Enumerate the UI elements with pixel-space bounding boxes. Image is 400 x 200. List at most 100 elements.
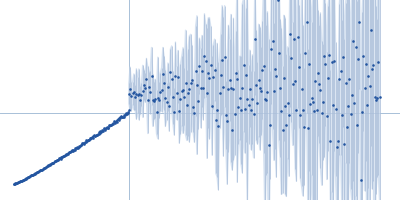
Point [45,164,52,167]
Point [136,93,142,96]
Point [339,113,345,116]
Point [234,78,240,81]
Point [302,52,308,55]
Point [32,172,38,175]
Point [106,124,113,127]
Point [284,101,291,104]
Point [69,149,75,152]
Point [325,77,331,80]
Point [102,127,109,130]
Point [48,162,55,165]
Point [39,168,45,171]
Point [170,96,176,99]
Point [36,170,42,173]
Point [73,146,79,150]
Point [263,98,270,102]
Point [48,162,54,165]
Point [81,142,88,145]
Point [272,67,278,71]
Point [361,86,368,90]
Point [187,82,194,85]
Point [16,180,22,184]
Point [209,104,215,107]
Point [240,64,247,67]
Point [128,95,134,98]
Point [184,104,190,107]
Point [178,90,185,93]
Point [222,55,228,58]
Point [230,88,237,91]
Point [354,123,360,127]
Point [238,108,244,112]
Point [84,139,90,143]
Point [244,97,250,100]
Point [38,168,44,171]
Point [274,0,281,1]
Point [156,98,162,102]
Point [132,96,138,99]
Point [34,171,40,174]
Point [95,132,102,135]
Point [90,136,96,140]
Point [39,168,46,171]
Point [290,82,296,85]
Point [370,63,376,67]
Point [21,177,28,181]
Point [51,161,57,164]
Point [212,119,219,122]
Point [232,113,238,116]
Point [365,74,372,78]
Point [358,178,364,181]
Point [121,114,128,117]
Point [100,129,106,133]
Point [52,159,59,162]
Point [30,173,36,176]
Point [120,115,127,118]
Point [165,86,171,89]
Point [301,125,307,128]
Point [28,174,35,177]
Point [49,162,55,165]
Point [171,110,177,113]
Point [59,155,65,158]
Point [62,154,68,157]
Point [369,67,375,70]
Point [300,109,306,112]
Point [100,128,107,131]
Point [67,151,74,154]
Point [58,157,64,160]
Point [330,104,336,107]
Point [89,135,95,138]
Point [287,32,293,36]
Point [105,126,112,129]
Point [143,77,150,80]
Point [53,159,59,162]
Point [74,146,80,149]
Point [248,109,254,112]
Point [195,100,201,103]
Point [115,119,122,122]
Point [15,181,21,184]
Point [268,47,274,50]
Point [133,92,140,95]
Point [126,108,132,111]
Point [318,111,325,115]
Point [257,87,263,90]
Point [223,113,229,116]
Point [113,120,120,123]
Point [368,29,374,32]
Point [59,155,66,158]
Point [331,59,338,62]
Point [31,172,37,175]
Point [94,133,100,137]
Point [327,139,334,143]
Point [66,151,73,154]
Point [24,176,31,179]
Point [174,91,180,95]
Point [78,143,84,146]
Point [26,175,33,178]
Point [17,180,23,183]
Point [252,37,258,40]
Point [199,69,205,73]
Point [94,133,100,136]
